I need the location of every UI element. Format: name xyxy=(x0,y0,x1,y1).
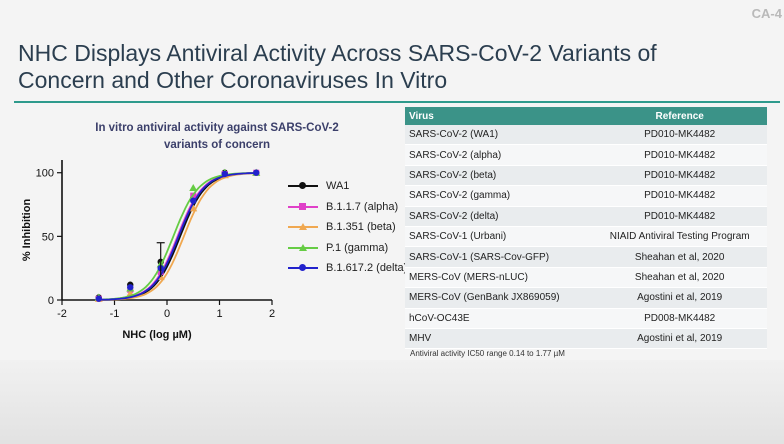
legend-marker xyxy=(286,221,320,233)
virus-cell: SARS-CoV-2 (WA1) xyxy=(405,125,593,146)
legend-item: B.1.1.7 (alpha) xyxy=(286,197,407,218)
virus-cell: SARS-CoV-2 (beta) xyxy=(405,165,593,187)
footnote: Antiviral activity IC50 range 0.14 to 1.… xyxy=(410,349,565,358)
reference-cell: PD010-MK4482 xyxy=(592,125,767,146)
legend-label: WA1 xyxy=(326,180,350,193)
x-tick-label: 2 xyxy=(269,308,275,320)
legend-item: P.1 (gamma) xyxy=(286,238,407,259)
title-divider xyxy=(14,101,780,103)
series-line xyxy=(98,172,257,301)
virus-cell: SARS-CoV-2 (alpha) xyxy=(405,144,593,166)
legend-marker xyxy=(286,201,320,213)
legend-label: P.1 (gamma) xyxy=(326,241,389,254)
virus-cell: MERS-CoV (MERS-nLUC) xyxy=(405,267,593,289)
bottom-bar xyxy=(0,360,784,444)
table-row: SARS-CoV-2 (alpha) PD010-MK4482 xyxy=(405,144,767,166)
virus-cell: SARS-CoV-1 (Urbani) xyxy=(405,226,593,248)
data-point xyxy=(253,169,260,176)
x-tick-label: 0 xyxy=(164,308,170,320)
y-axis-label: % Inhibition xyxy=(21,199,33,262)
table-row: SARS-CoV-2 (WA1) PD010-MK4482 xyxy=(405,125,767,146)
series-line xyxy=(98,172,257,301)
legend-item: B.1.617.2 (delta) xyxy=(286,258,407,279)
chart-title: In vitro antiviral activity against SARS… xyxy=(52,120,382,154)
virus-cell: MERS-CoV (GenBank JX869059) xyxy=(405,287,593,309)
slide-id: CA-4 xyxy=(751,6,782,21)
virus-cell: SARS-CoV-1 (SARS-Cov-GFP) xyxy=(405,246,593,268)
slide-title-line2: Concern and Other Coronaviruses In Vitro xyxy=(18,67,448,93)
reference-cell: PD010-MK4482 xyxy=(592,144,767,166)
legend-marker xyxy=(286,242,320,254)
reference-cell: NIAID Antiviral Testing Program xyxy=(592,226,767,248)
legend-marker xyxy=(286,180,320,192)
header-reference: Reference xyxy=(592,107,767,125)
y-tick-label: 0 xyxy=(48,295,54,307)
slide-title-line1: NHC Displays Antiviral Activity Across S… xyxy=(18,40,657,66)
reference-cell: Agostini et al, 2019 xyxy=(592,328,767,350)
virus-cell: SARS-CoV-2 (gamma) xyxy=(405,185,593,207)
dose-response-chart: -2 -1 0 1 2 0 50 100 NHC (log µM) % Inhibition xyxy=(21,160,275,341)
reference-cell: Agostini et al, 2019 xyxy=(592,287,767,309)
table-row: SARS-CoV-2 (delta) PD010-MK4482 xyxy=(405,206,767,227)
table-row: SARS-CoV-2 (gamma) PD010-MK4482 xyxy=(405,185,767,207)
reference-cell: Sheahan et al, 2020 xyxy=(592,267,767,289)
x-axis-label: NHC (log µM) xyxy=(122,329,192,341)
data-point xyxy=(190,197,197,204)
table-row: hCoV-OC43E PD008-MK4482 xyxy=(405,308,767,329)
legend-marker xyxy=(286,262,320,274)
x-tick-label: -1 xyxy=(110,308,120,320)
legend-item: WA1 xyxy=(286,176,407,197)
reference-cell: PD010-MK4482 xyxy=(592,206,767,227)
data-point xyxy=(189,184,198,191)
footnote-text: Antiviral activity IC50 range 0.14 to 1.… xyxy=(410,349,565,358)
data-point xyxy=(221,170,228,178)
table-row: SARS-CoV-1 (Urbani) NIAID Antiviral Testi… xyxy=(405,226,767,248)
y-tick-label: 100 xyxy=(36,168,54,180)
table-header-row: Virus Reference xyxy=(405,107,767,125)
slide-title: NHC Displays Antiviral Activity Across S… xyxy=(18,40,718,94)
table-row: MERS-CoV (GenBank JX869059) Agostini et a… xyxy=(405,287,767,309)
x-tick-label: -2 xyxy=(57,308,67,320)
virus-cell: SARS-CoV-2 (delta) xyxy=(405,206,593,227)
data-point xyxy=(95,295,102,302)
table-row: SARS-CoV-2 (beta) PD010-MK4482 xyxy=(405,165,767,187)
chart-title-line2: variants of concern xyxy=(163,139,271,151)
reference-cell: PD008-MK4482 xyxy=(592,308,767,329)
table-row: MHV Agostini et al, 2019 xyxy=(405,328,767,350)
chart-title-line1: In vitro antiviral activity against SARS… xyxy=(95,122,339,134)
chart-legend: WA1 B.1.1.7 (alpha) B.1.351 (beta) P.1 (gam… xyxy=(286,176,407,279)
reference-cell: PD010-MK4482 xyxy=(592,185,767,207)
legend-item: B.1.351 (beta) xyxy=(286,217,407,238)
virus-table: Virus Reference SARS-CoV-2 (WA1) PD010-MK… xyxy=(405,107,767,350)
reference-cell: PD010-MK4482 xyxy=(592,165,767,187)
table-row: MERS-CoV (MERS-nLUC) Sheahan et al, 2020 xyxy=(405,267,767,289)
reference-cell: Sheahan et al, 2020 xyxy=(592,246,767,268)
virus-cell: hCoV-OC43E xyxy=(405,308,593,329)
legend-label: B.1.1.7 (alpha) xyxy=(326,200,399,213)
legend-label: B.1.617.2 (delta) xyxy=(326,262,408,275)
virus-cell: MHV xyxy=(405,328,593,350)
y-tick-label: 50 xyxy=(42,231,54,243)
data-point xyxy=(127,284,134,291)
x-tick-label: 1 xyxy=(216,308,222,320)
legend-label: B.1.351 (beta) xyxy=(326,221,396,234)
header-virus: Virus xyxy=(405,107,593,125)
table-row: SARS-CoV-1 (SARS-Cov-GFP) Sheahan et al, … xyxy=(405,246,767,268)
data-point xyxy=(189,204,198,212)
